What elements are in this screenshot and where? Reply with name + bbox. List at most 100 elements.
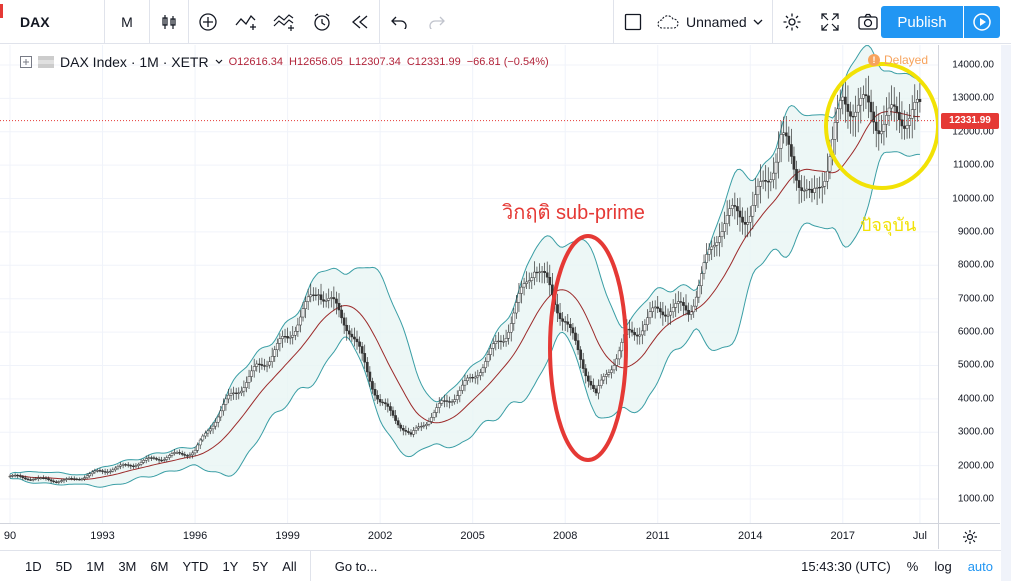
replay-icon[interactable] xyxy=(341,0,379,44)
candle-body xyxy=(533,271,536,278)
price-tick: 14000.00 xyxy=(952,59,994,71)
candle-body xyxy=(612,365,616,371)
alert-clock-icon[interactable] xyxy=(303,0,341,44)
auto-toggle[interactable]: auto xyxy=(967,559,993,574)
time-axis[interactable]: 90 1993 1996 1999 2002 2005 2008 2011 2014 2017 Ju… xyxy=(0,523,938,549)
candle-body xyxy=(144,458,148,461)
candle-body xyxy=(759,181,762,187)
range-button-1m[interactable]: 1M xyxy=(86,558,105,574)
price-chart[interactable] xyxy=(0,45,940,523)
clock-display[interactable]: 15:43:30 (UTC) xyxy=(801,559,891,574)
chart-pane[interactable] xyxy=(0,45,940,523)
candle-body xyxy=(396,420,400,426)
legend-title[interactable]: DAX Index · 1M · XETR xyxy=(60,54,209,70)
candle-body xyxy=(772,172,775,180)
percent-toggle[interactable]: % xyxy=(906,559,919,574)
subprime-annotation[interactable]: วิกฤติ sub-prime xyxy=(502,202,645,224)
publish-button[interactable]: Publish xyxy=(881,6,963,38)
candle-body xyxy=(193,450,197,454)
candle-body xyxy=(836,108,840,123)
candle-body xyxy=(905,125,909,129)
candle-body xyxy=(314,294,318,296)
candle-body xyxy=(209,428,212,432)
candle-body xyxy=(692,305,696,313)
camera-icon[interactable] xyxy=(849,0,887,44)
candle-body xyxy=(581,359,585,369)
candle-body xyxy=(425,423,428,426)
candle-body xyxy=(108,470,112,473)
range-button-all[interactable]: All xyxy=(282,558,297,574)
range-button-1d[interactable]: 1D xyxy=(25,558,42,574)
candle-body xyxy=(247,376,251,383)
range-button-1y[interactable]: 1Y xyxy=(222,558,239,574)
candle-body xyxy=(826,170,829,182)
range-button-ytd[interactable]: YTD xyxy=(182,558,209,574)
candle-body xyxy=(281,336,284,339)
candle-body xyxy=(152,457,156,459)
redo-icon[interactable] xyxy=(418,0,456,44)
price-tick: 8000.00 xyxy=(957,259,994,271)
log-toggle[interactable]: log xyxy=(934,559,952,574)
indicators-icon[interactable] xyxy=(189,0,227,44)
candle-body xyxy=(412,430,415,435)
candle-body xyxy=(584,368,588,377)
candle-body xyxy=(132,465,135,467)
range-button-6m[interactable]: 6M xyxy=(150,558,169,574)
candle-body xyxy=(872,111,875,123)
candle-body xyxy=(404,430,408,432)
candle-body xyxy=(126,464,130,466)
delayed-badge[interactable]: ! Delayed xyxy=(868,53,928,67)
symbol-logo-icon xyxy=(38,56,54,68)
time-tick: 2005 xyxy=(460,530,485,542)
candle-body xyxy=(124,464,128,466)
expand-icon[interactable] xyxy=(20,56,32,68)
candle-body xyxy=(517,293,521,303)
candle-body xyxy=(628,328,631,331)
candle-body xyxy=(263,365,266,367)
candle-body xyxy=(427,421,431,425)
present-annotation[interactable]: ปัจจุบัน xyxy=(860,215,917,235)
undo-icon[interactable] xyxy=(380,0,418,44)
candle-body xyxy=(389,406,392,411)
time-tick: 90 xyxy=(3,530,17,542)
candle-body xyxy=(245,382,248,388)
price-axis[interactable]: 14000.00 13000.00 12000.00 11000.00 10000.00… xyxy=(938,45,1000,523)
range-button-3m[interactable]: 3M xyxy=(118,558,137,574)
range-button-5y[interactable]: 5Y xyxy=(252,558,269,574)
candle-body xyxy=(142,460,146,463)
candle-body xyxy=(697,285,701,298)
candle-body xyxy=(877,130,881,135)
play-circle-button[interactable] xyxy=(964,6,1000,38)
symbol-search[interactable]: DAX xyxy=(20,13,50,30)
candle-body xyxy=(111,469,115,472)
goto-button[interactable]: Go to... xyxy=(309,550,377,581)
candle-body xyxy=(237,392,241,394)
candle-body xyxy=(509,323,513,333)
time-tick: 1996 xyxy=(182,530,208,542)
right-side-strip xyxy=(1001,45,1011,581)
fullscreen-icon[interactable] xyxy=(811,0,849,44)
candle-body xyxy=(687,309,690,315)
fullscreen-square-icon[interactable] xyxy=(614,0,652,44)
candles-icon[interactable] xyxy=(150,0,188,44)
layout-name-dropdown[interactable]: Unnamed xyxy=(652,0,772,44)
axis-settings-button[interactable] xyxy=(938,523,1000,549)
interval-selector[interactable]: M xyxy=(121,13,133,30)
legend-close: C12331.99 xyxy=(406,56,461,68)
candle-body xyxy=(458,390,462,396)
candle-body xyxy=(463,380,467,386)
candle-body xyxy=(345,324,349,332)
compare-icon[interactable] xyxy=(227,0,265,44)
candle-body xyxy=(422,425,426,427)
settings-gear-icon[interactable] xyxy=(773,0,811,44)
candle-body xyxy=(296,324,300,332)
candle-body xyxy=(489,347,493,355)
top-toolbar: DAX M xyxy=(0,0,1011,44)
range-button-5d[interactable]: 5D xyxy=(55,558,73,574)
candle-body xyxy=(900,119,904,127)
legend-change: −66.81 (−0.54%) xyxy=(466,56,549,68)
chart-legend: DAX Index · 1M · XETR O12616.34 H12656.0… xyxy=(20,54,549,70)
templates-icon[interactable] xyxy=(265,0,303,44)
chevron-down-icon[interactable] xyxy=(215,59,223,65)
candle-body xyxy=(378,398,382,403)
